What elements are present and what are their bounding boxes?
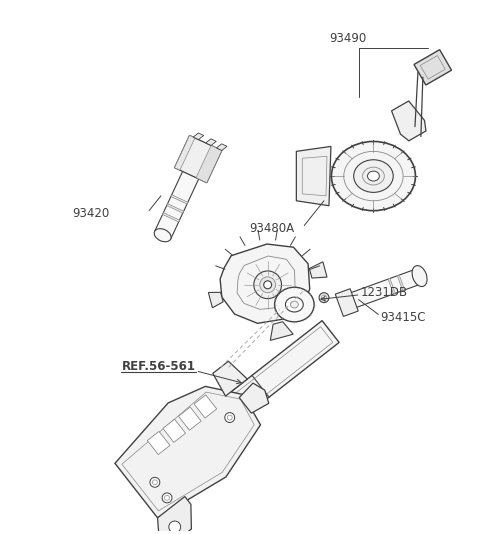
Polygon shape xyxy=(115,387,261,518)
Ellipse shape xyxy=(162,493,172,503)
Polygon shape xyxy=(213,361,247,396)
Ellipse shape xyxy=(322,295,326,300)
Polygon shape xyxy=(216,144,227,151)
Polygon shape xyxy=(151,320,339,476)
Ellipse shape xyxy=(150,477,160,487)
Polygon shape xyxy=(392,101,426,141)
Polygon shape xyxy=(296,146,331,206)
Ellipse shape xyxy=(331,142,416,210)
Polygon shape xyxy=(239,383,269,413)
Ellipse shape xyxy=(412,265,427,287)
Polygon shape xyxy=(175,136,222,183)
Ellipse shape xyxy=(275,287,314,322)
Text: 93415C: 93415C xyxy=(380,311,426,324)
Polygon shape xyxy=(163,213,180,222)
Polygon shape xyxy=(397,275,405,290)
Polygon shape xyxy=(388,278,396,294)
Ellipse shape xyxy=(319,293,329,303)
Polygon shape xyxy=(335,289,358,317)
Ellipse shape xyxy=(290,301,298,308)
Text: 93480A: 93480A xyxy=(249,222,294,235)
Polygon shape xyxy=(171,195,188,204)
Ellipse shape xyxy=(354,160,393,192)
Polygon shape xyxy=(167,203,184,213)
Polygon shape xyxy=(310,262,327,278)
Polygon shape xyxy=(157,497,192,534)
Polygon shape xyxy=(163,419,186,442)
Polygon shape xyxy=(175,136,195,170)
Polygon shape xyxy=(206,139,216,145)
Text: 93490: 93490 xyxy=(329,32,366,45)
Text: 93420: 93420 xyxy=(72,207,109,220)
Polygon shape xyxy=(155,164,202,239)
Ellipse shape xyxy=(286,297,303,312)
Polygon shape xyxy=(270,321,293,340)
Ellipse shape xyxy=(254,271,281,299)
Polygon shape xyxy=(196,145,222,183)
Text: 1231DB: 1231DB xyxy=(360,286,408,299)
Ellipse shape xyxy=(264,281,272,289)
Ellipse shape xyxy=(362,167,384,185)
Polygon shape xyxy=(220,244,310,323)
Polygon shape xyxy=(414,50,452,85)
Polygon shape xyxy=(193,133,204,139)
Ellipse shape xyxy=(169,521,180,533)
Text: REF.56-561: REF.56-561 xyxy=(121,360,195,373)
Ellipse shape xyxy=(260,277,276,293)
Polygon shape xyxy=(147,431,170,454)
Ellipse shape xyxy=(225,413,235,422)
Polygon shape xyxy=(208,292,223,308)
Polygon shape xyxy=(194,395,216,418)
Ellipse shape xyxy=(154,229,171,242)
Polygon shape xyxy=(179,407,201,430)
Ellipse shape xyxy=(368,171,379,181)
Polygon shape xyxy=(347,269,422,309)
